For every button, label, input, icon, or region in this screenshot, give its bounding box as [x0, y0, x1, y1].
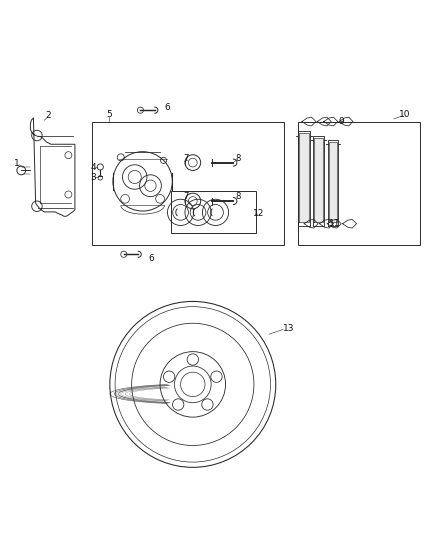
Text: 4: 4	[90, 163, 96, 172]
Polygon shape	[299, 133, 309, 222]
Polygon shape	[329, 142, 337, 222]
Text: 7: 7	[183, 154, 188, 163]
Text: 8: 8	[235, 192, 240, 201]
Text: 9: 9	[339, 117, 345, 126]
Text: 3: 3	[90, 173, 96, 182]
Text: 12: 12	[253, 209, 265, 218]
Text: 7: 7	[183, 192, 188, 201]
Text: 6: 6	[165, 103, 170, 111]
Text: 8: 8	[235, 154, 240, 163]
Text: 10: 10	[399, 110, 410, 119]
Text: 1: 1	[14, 158, 20, 167]
Text: 2: 2	[45, 111, 51, 120]
Text: 6: 6	[148, 254, 154, 263]
Bar	[171, 191, 256, 233]
Text: 13: 13	[283, 324, 295, 333]
Bar	[92, 123, 285, 245]
Bar	[297, 123, 420, 245]
Text: 11: 11	[329, 219, 341, 228]
Polygon shape	[314, 138, 323, 222]
Text: 5: 5	[106, 110, 112, 119]
